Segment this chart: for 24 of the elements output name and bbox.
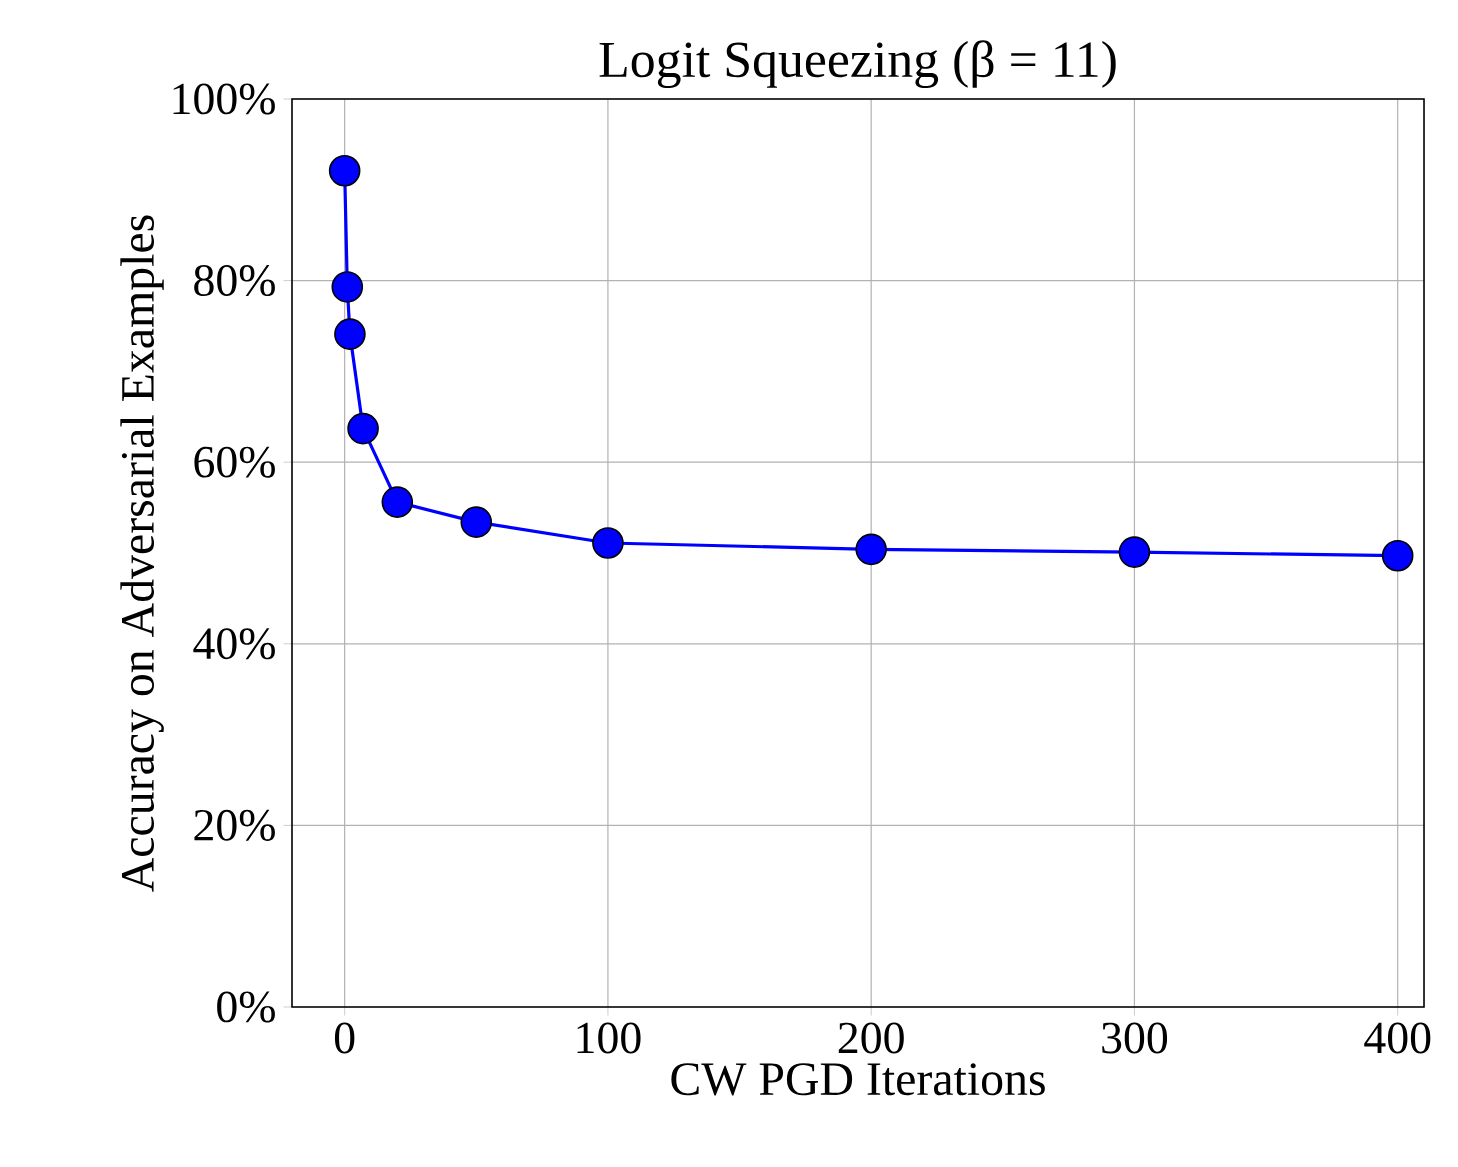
x-tick-label: 300 <box>1102 1022 1168 1054</box>
x-tick-label: 400 <box>1364 1022 1431 1054</box>
x-tick-label: 200 <box>838 1022 904 1054</box>
y-tick-label: 20% <box>194 809 275 841</box>
point <box>855 533 887 566</box>
point <box>334 318 366 350</box>
point <box>328 154 361 187</box>
x-tick-label: 100 <box>577 1022 641 1054</box>
point <box>592 527 624 559</box>
point <box>331 271 364 303</box>
y-tick-label: 0% <box>217 991 275 1023</box>
point <box>460 506 493 538</box>
point <box>347 412 379 445</box>
x-tick-label: 0 <box>334 1022 355 1054</box>
y-axis-title: Accuracy on Adversarial Examples <box>120 215 164 892</box>
chart-title: Logit Squeezing (β = 11) <box>599 40 1116 88</box>
x-axis-title: CW PGD Iterations <box>671 1063 1045 1096</box>
y-tick-label: 80% <box>194 265 275 297</box>
y-tick-label: 100% <box>173 83 275 115</box>
y-tick-label: 40% <box>193 628 275 660</box>
point <box>1118 536 1151 568</box>
y-tick-label: 60% <box>194 446 275 478</box>
point <box>1381 539 1414 572</box>
point <box>381 486 414 518</box>
